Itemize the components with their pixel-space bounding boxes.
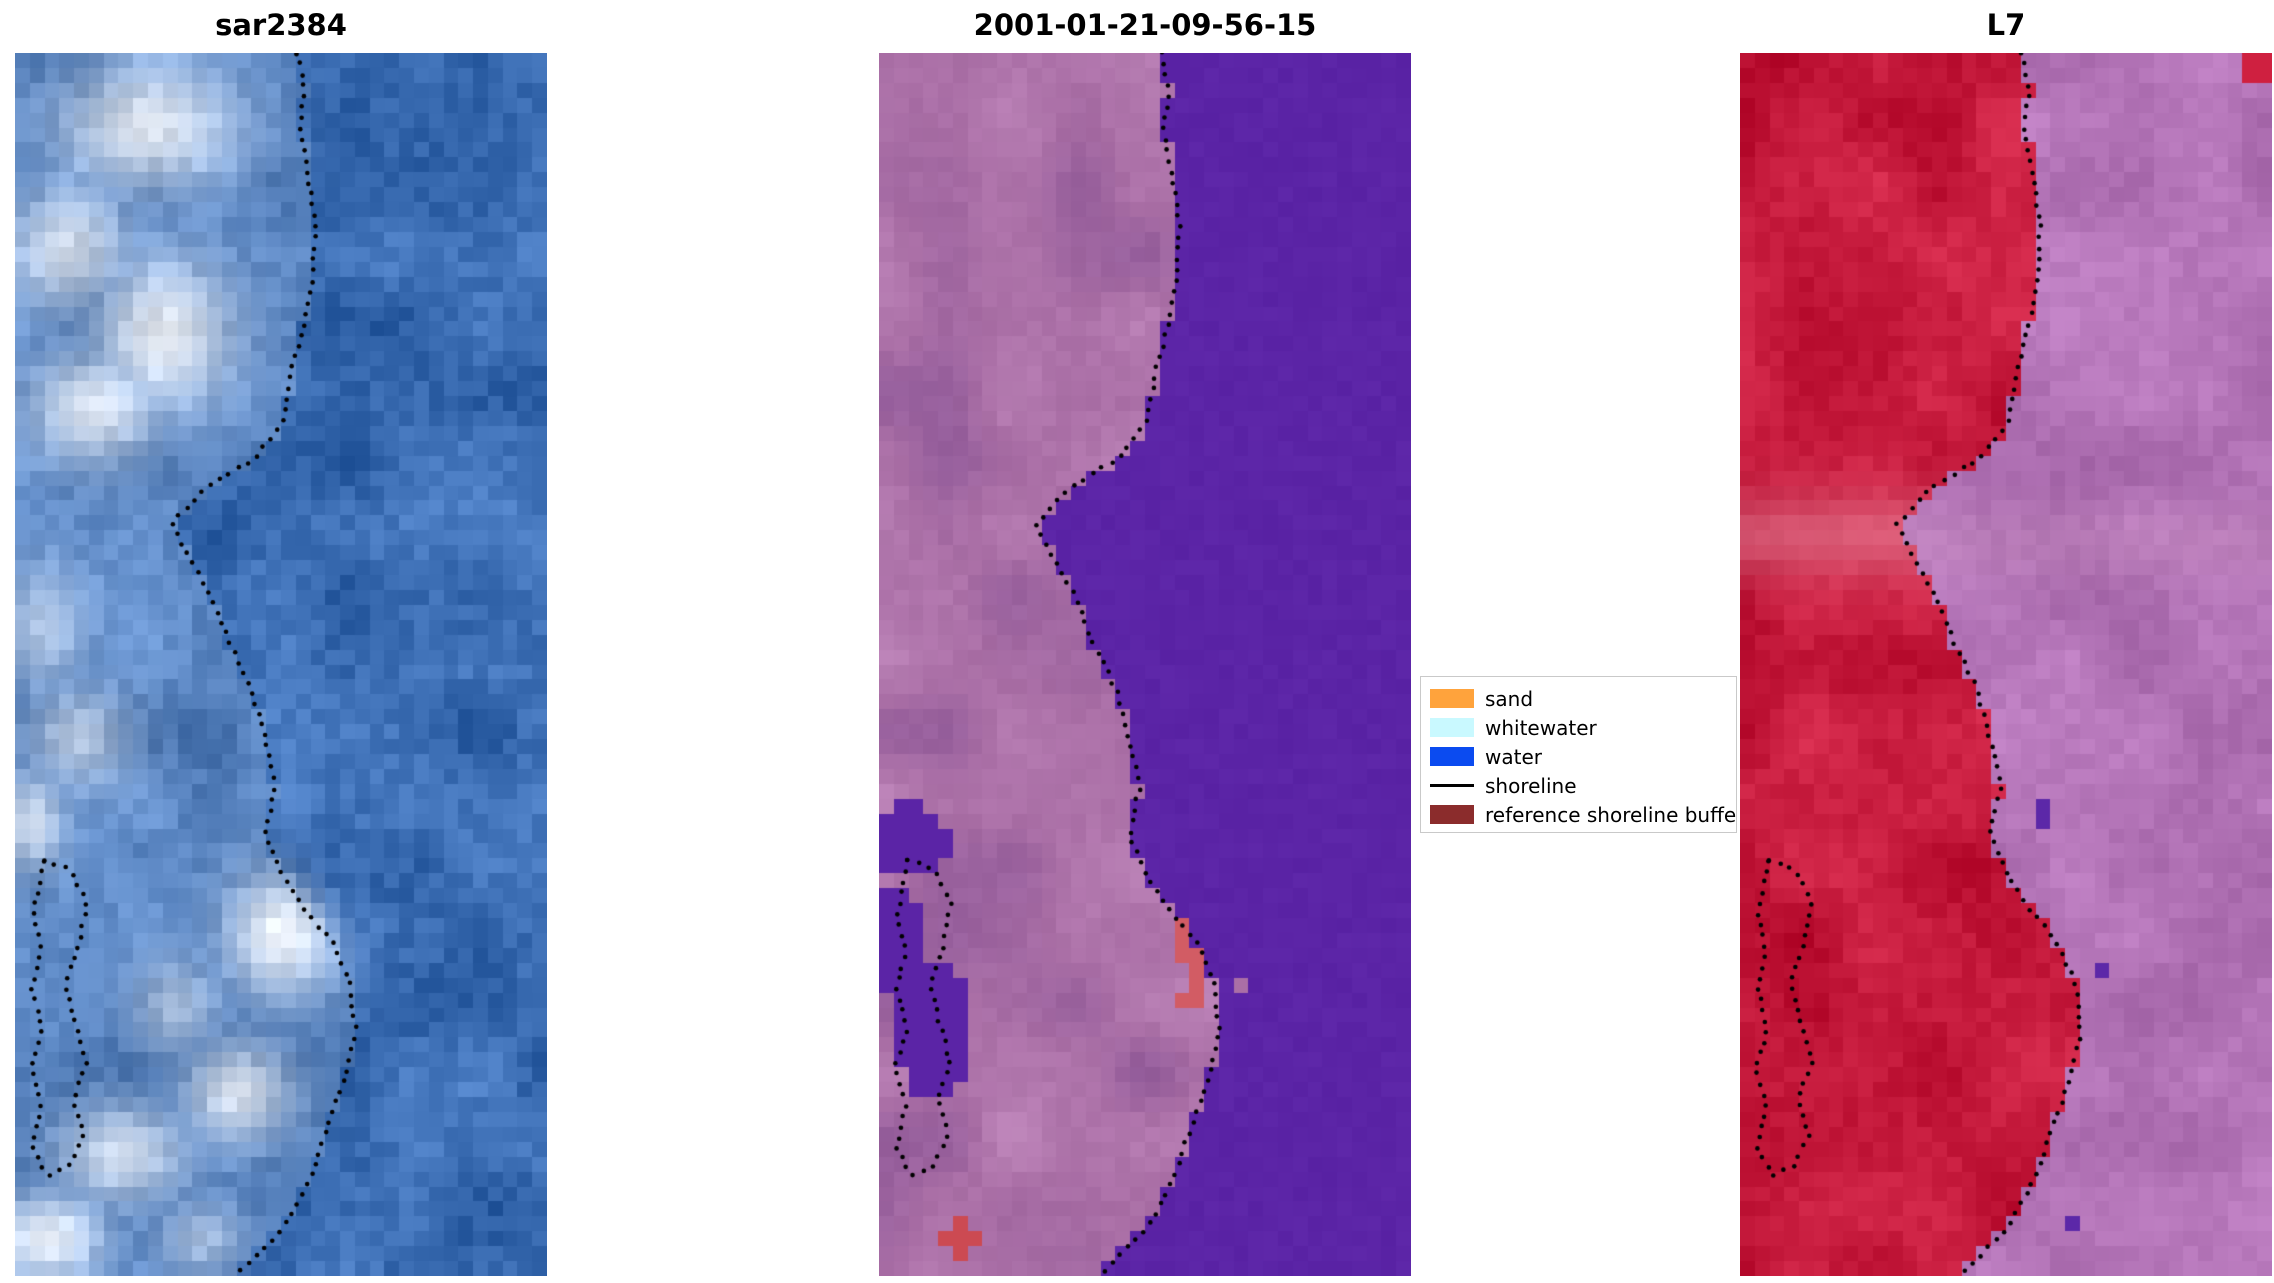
panel-l7: L7 — [1740, 0, 2272, 1276]
panel-title-sar2384: sar2384 — [215, 8, 347, 42]
legend-label-sand: sand — [1485, 686, 1534, 711]
water-swatch — [1430, 747, 1474, 766]
legend: sand whitewater water shoreline referenc… — [1420, 676, 1737, 833]
legend-item-shoreline: shoreline — [1430, 771, 1736, 800]
panel-title-classified: 2001-01-21-09-56-15 — [973, 8, 1317, 42]
legend-label-whitewater: whitewater — [1485, 715, 1597, 740]
panel-title-l7: L7 — [1986, 8, 2026, 42]
panel-sar2384: sar2384 — [15, 0, 547, 1276]
legend-item-whitewater: whitewater — [1430, 713, 1736, 742]
l7-image-canvas — [1740, 53, 2272, 1276]
legend-item-sand: sand — [1430, 684, 1736, 713]
legend-label-reference-shoreline-buffer: reference shoreline buffer — [1485, 802, 1737, 827]
sar-image-canvas — [15, 53, 547, 1276]
classified-image-canvas — [879, 53, 1411, 1276]
legend-label-water: water — [1485, 744, 1542, 769]
shoreline-line-swatch — [1430, 784, 1474, 787]
legend-item-water: water — [1430, 742, 1736, 771]
panel-classified: 2001-01-21-09-56-15 — [879, 0, 1411, 1276]
whitewater-swatch — [1430, 718, 1474, 737]
legend-item-reference-shoreline-buffer: reference shoreline buffer — [1430, 800, 1736, 829]
reference-shoreline-buffer-swatch — [1430, 805, 1474, 824]
legend-label-shoreline: shoreline — [1485, 773, 1577, 798]
sand-swatch — [1430, 689, 1474, 708]
